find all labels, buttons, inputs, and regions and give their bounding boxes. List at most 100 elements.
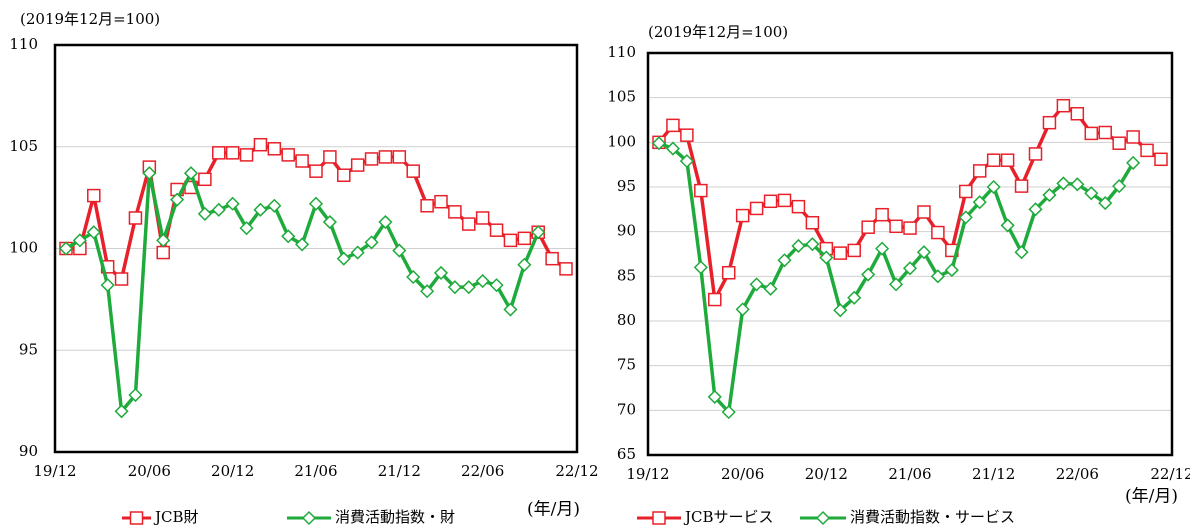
marker bbox=[903, 221, 917, 235]
marker bbox=[336, 251, 351, 266]
marker bbox=[1000, 218, 1015, 233]
marker bbox=[267, 198, 282, 213]
marker bbox=[735, 208, 750, 223]
marker bbox=[815, 510, 831, 526]
marker bbox=[420, 284, 435, 299]
legend-label: 消費活動指数・サービス bbox=[850, 508, 1015, 526]
marker bbox=[1084, 126, 1099, 141]
marker bbox=[225, 196, 240, 211]
x-tick-label: 20/06 bbox=[128, 462, 171, 480]
marker bbox=[930, 269, 945, 284]
marker bbox=[517, 257, 532, 272]
x-tick-label: 19/12 bbox=[626, 465, 669, 483]
marker bbox=[114, 404, 129, 419]
marker bbox=[1000, 153, 1015, 167]
marker bbox=[791, 238, 806, 254]
marker bbox=[916, 245, 932, 260]
y-tick-label: 70 bbox=[617, 400, 636, 418]
marker bbox=[420, 199, 434, 213]
marker bbox=[721, 405, 736, 420]
marker bbox=[406, 164, 420, 178]
marker bbox=[763, 194, 778, 209]
marker bbox=[652, 511, 666, 525]
marker bbox=[888, 277, 904, 292]
marker bbox=[694, 183, 708, 198]
marker bbox=[861, 220, 875, 234]
x-tick-label: 22/06 bbox=[1056, 465, 1099, 483]
marker bbox=[58, 241, 74, 256]
marker bbox=[805, 237, 820, 252]
marker bbox=[1126, 155, 1141, 170]
marker bbox=[889, 219, 903, 234]
marker bbox=[87, 188, 101, 203]
marker bbox=[378, 150, 393, 164]
marker bbox=[959, 184, 973, 199]
marker bbox=[128, 387, 143, 403]
marker bbox=[559, 262, 573, 276]
plot-frame bbox=[53, 43, 579, 454]
marker bbox=[1126, 130, 1140, 144]
marker bbox=[239, 148, 254, 162]
marker bbox=[1014, 179, 1029, 193]
marker bbox=[86, 225, 101, 240]
marker bbox=[100, 278, 115, 293]
marker bbox=[666, 118, 680, 133]
marker bbox=[142, 166, 157, 181]
marker bbox=[875, 207, 889, 222]
marker bbox=[721, 266, 736, 280]
marker bbox=[833, 246, 848, 260]
marker bbox=[198, 172, 212, 187]
marker bbox=[447, 280, 462, 295]
marker bbox=[708, 292, 722, 307]
marker bbox=[763, 281, 778, 296]
marker bbox=[281, 148, 295, 162]
x-tick-label: 21/06 bbox=[294, 462, 337, 480]
x-tick-label: 21/06 bbox=[888, 465, 931, 483]
marker bbox=[819, 250, 834, 265]
marker bbox=[364, 235, 379, 250]
marker bbox=[833, 303, 848, 318]
marker bbox=[503, 233, 518, 248]
marker bbox=[156, 245, 170, 260]
marker bbox=[1028, 147, 1043, 161]
marker bbox=[777, 193, 792, 208]
x-tick-label: 22/12 bbox=[555, 462, 598, 480]
marker bbox=[531, 225, 546, 240]
marker bbox=[1154, 152, 1168, 167]
marker bbox=[475, 273, 490, 289]
marker bbox=[489, 223, 504, 237]
y-tick-label: 95 bbox=[617, 177, 636, 195]
marker bbox=[944, 263, 959, 278]
marker bbox=[986, 153, 1001, 167]
y-tick-label: 90 bbox=[617, 222, 636, 240]
marker bbox=[679, 154, 694, 169]
marker bbox=[364, 152, 379, 166]
marker bbox=[1098, 125, 1112, 140]
marker bbox=[749, 201, 764, 216]
y-tick-label: 80 bbox=[617, 311, 636, 329]
x-tick-label: 20/12 bbox=[805, 465, 848, 483]
plot-frame bbox=[646, 51, 1174, 457]
marker bbox=[392, 150, 407, 164]
x-tick-label: 21/12 bbox=[972, 465, 1015, 483]
marker bbox=[1070, 106, 1085, 121]
y-tick-label: 105 bbox=[607, 88, 636, 106]
marker bbox=[1140, 143, 1154, 158]
marker bbox=[972, 195, 987, 210]
marker bbox=[461, 280, 476, 295]
marker bbox=[749, 277, 764, 292]
marker bbox=[1070, 177, 1085, 192]
marker bbox=[986, 179, 1001, 195]
marker bbox=[309, 164, 323, 178]
marker bbox=[1112, 136, 1126, 150]
x-axis-title: (年/月) bbox=[527, 500, 580, 520]
marker bbox=[1042, 115, 1057, 130]
marker bbox=[665, 141, 681, 156]
marker bbox=[1112, 179, 1127, 194]
marker bbox=[114, 272, 129, 286]
marker bbox=[917, 205, 931, 219]
marker bbox=[129, 511, 144, 525]
x-tick-label: 20/06 bbox=[721, 465, 764, 483]
marker bbox=[475, 211, 490, 225]
marker bbox=[972, 164, 987, 178]
